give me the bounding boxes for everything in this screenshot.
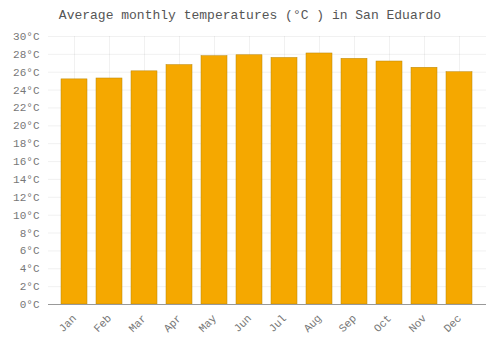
- svg-text:12°C: 12°C: [13, 192, 40, 204]
- svg-text:Sep: Sep: [337, 312, 359, 334]
- svg-text:Dec: Dec: [442, 312, 464, 334]
- svg-text:22°C: 22°C: [13, 102, 40, 114]
- svg-text:Jul: Jul: [267, 312, 289, 334]
- svg-text:24°C: 24°C: [13, 85, 40, 97]
- svg-text:4°C: 4°C: [20, 263, 40, 275]
- svg-text:Mar: Mar: [127, 312, 149, 334]
- svg-text:Oct: Oct: [372, 312, 394, 334]
- svg-text:Jun: Jun: [232, 312, 254, 334]
- svg-text:18°C: 18°C: [13, 138, 40, 150]
- svg-text:30°C: 30°C: [13, 31, 40, 43]
- svg-text:0°C: 0°C: [20, 299, 40, 311]
- svg-text:Feb: Feb: [92, 312, 114, 334]
- svg-text:20°C: 20°C: [13, 120, 40, 132]
- svg-text:16°C: 16°C: [13, 156, 40, 168]
- svg-text:10°C: 10°C: [13, 210, 40, 222]
- svg-text:8°C: 8°C: [20, 228, 40, 240]
- svg-text:14°C: 14°C: [13, 174, 40, 186]
- svg-text:28°C: 28°C: [13, 49, 40, 61]
- svg-text:26°C: 26°C: [13, 67, 40, 79]
- svg-text:Jan: Jan: [57, 312, 79, 334]
- svg-text:2°C: 2°C: [20, 281, 40, 293]
- html-text:Average monthly temperatures (: Average monthly temperatures (°C ) in Sa…: [58, 8, 442, 23]
- svg-text:6°C: 6°C: [20, 245, 40, 257]
- svg-text:Nov: Nov: [407, 312, 430, 335]
- svg-text:Apr: Apr: [162, 312, 184, 334]
- svg-text:Aug: Aug: [302, 312, 324, 334]
- svg-text:May: May: [197, 312, 220, 335]
